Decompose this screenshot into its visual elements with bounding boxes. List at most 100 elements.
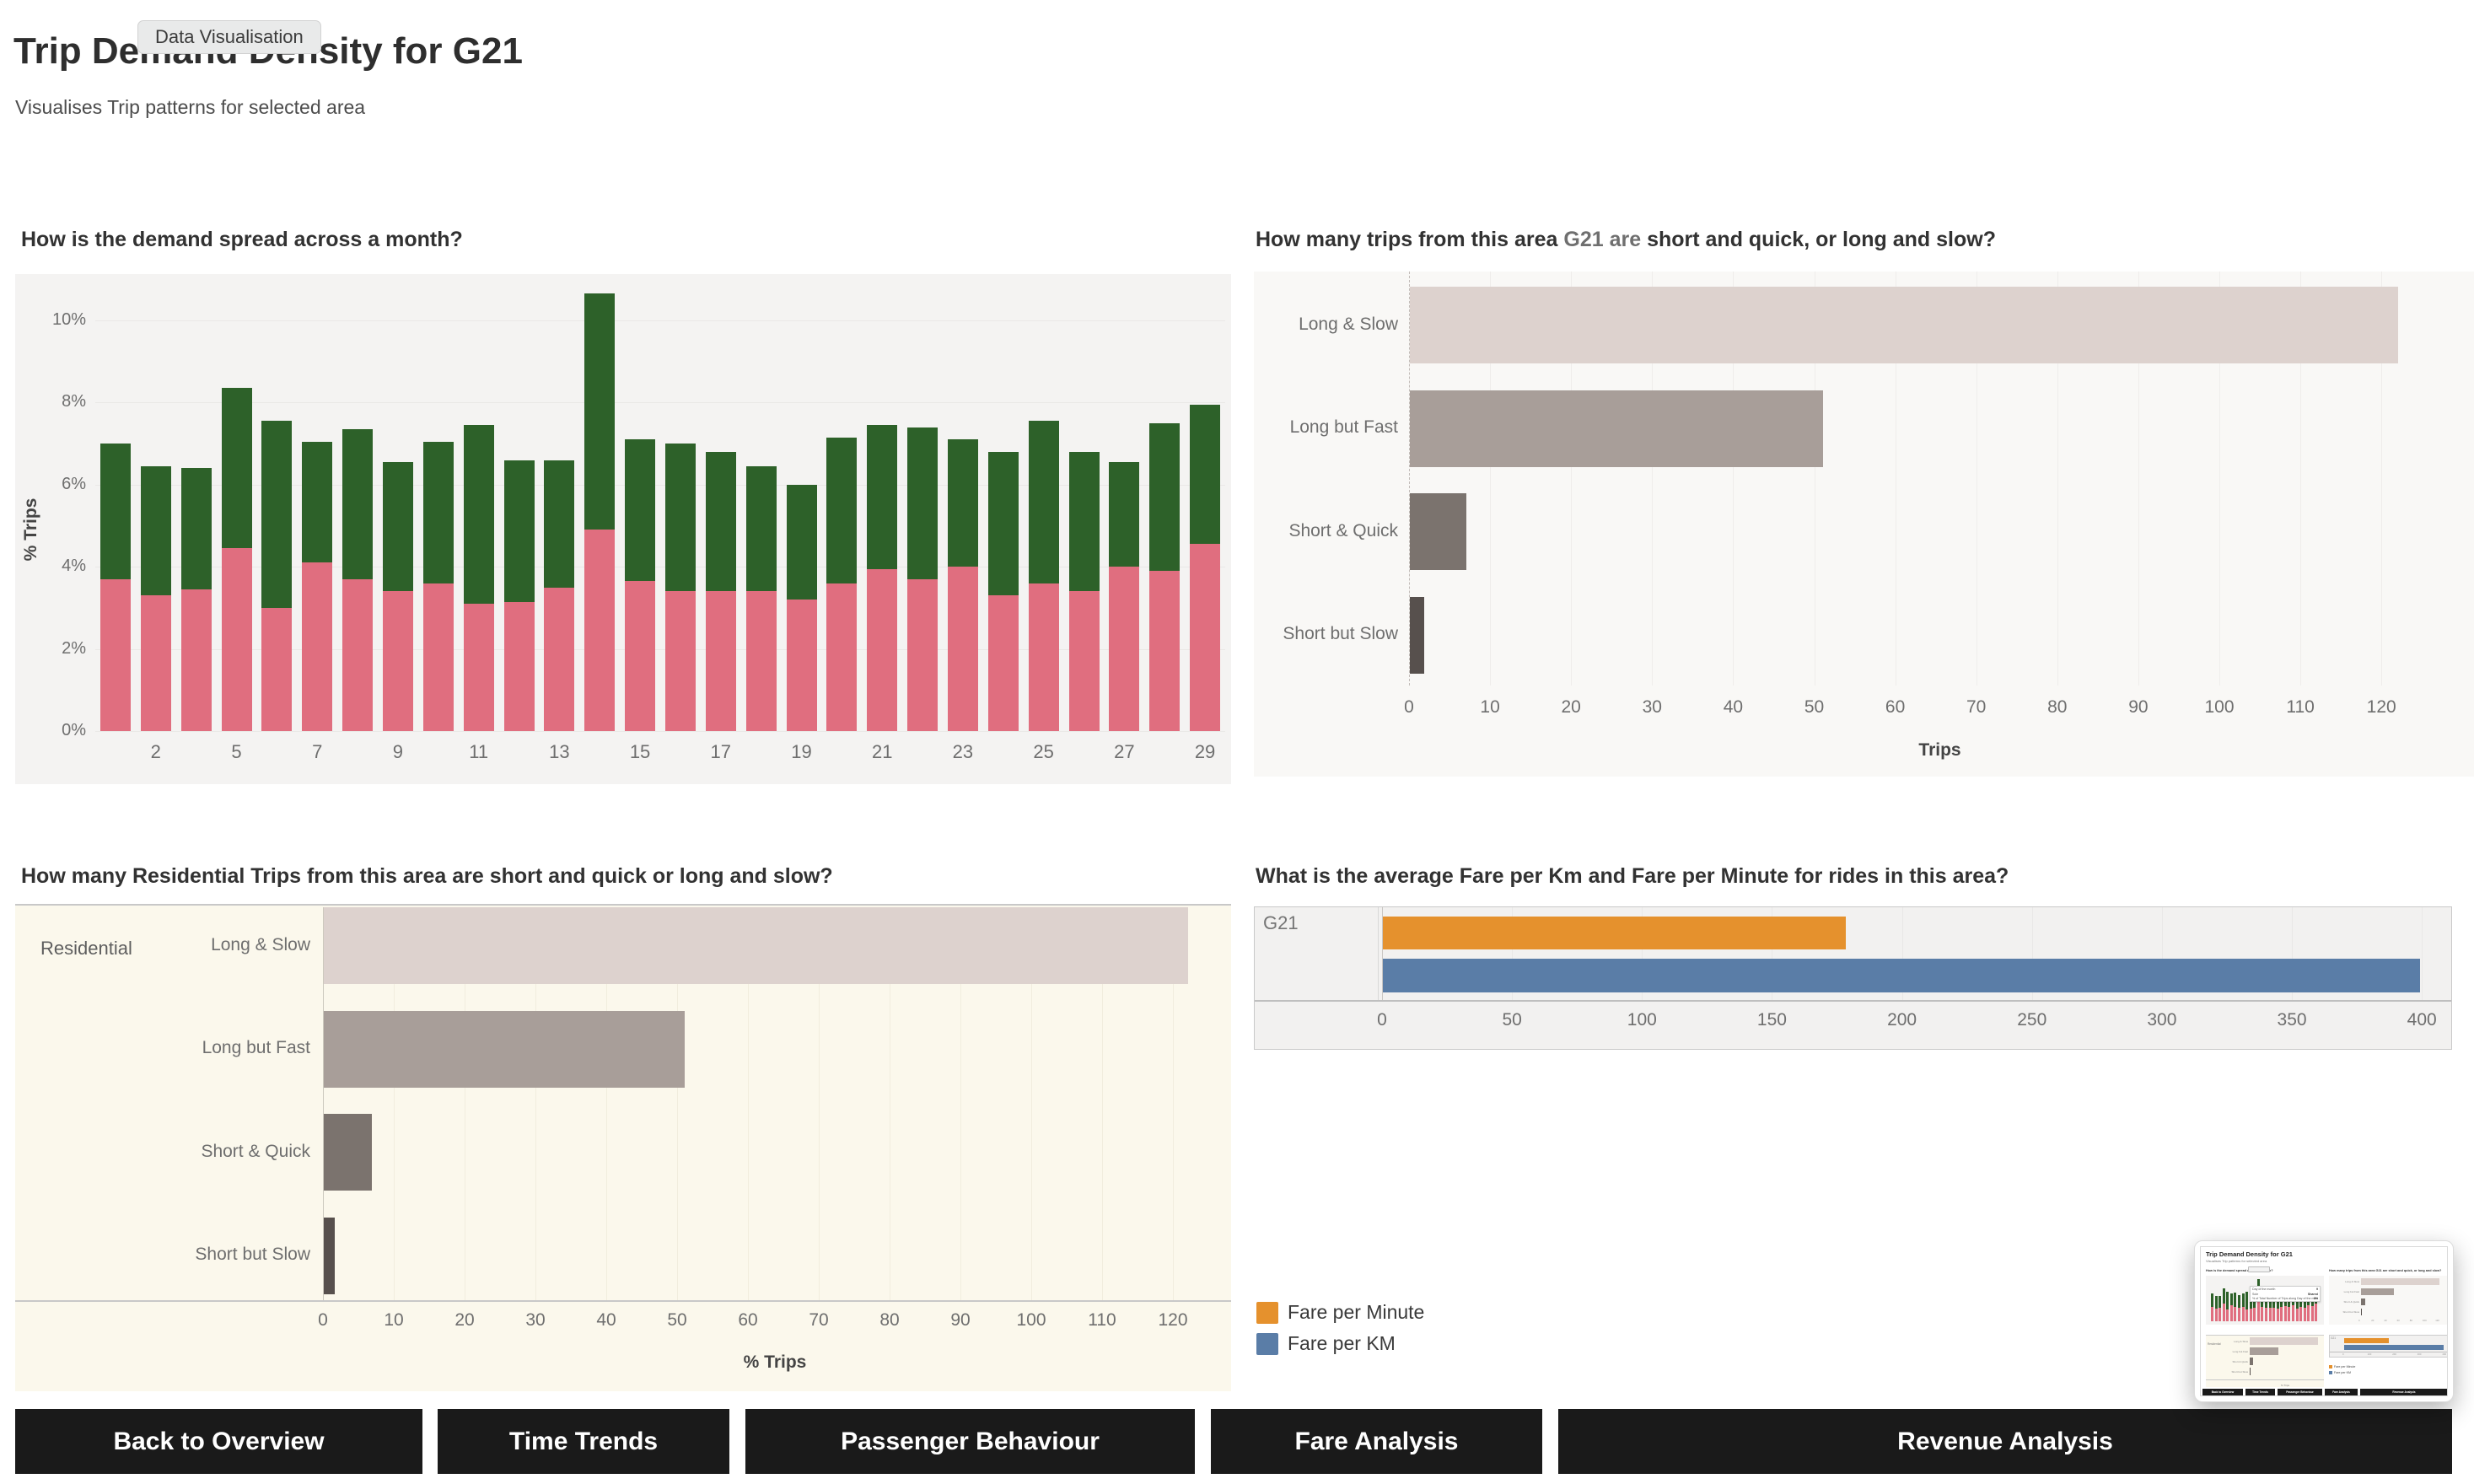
h-bar[interactable]: [324, 1217, 335, 1294]
stacked-bar-pink-segment[interactable]: [140, 595, 171, 731]
gridline: [1733, 272, 1734, 686]
stacked-bar-pink-segment[interactable]: [463, 604, 494, 731]
stacked-bar-green-segment[interactable]: [826, 437, 858, 583]
stacked-bar-pink-segment[interactable]: [1190, 544, 1221, 731]
minimap-bar: [2226, 1291, 2229, 1309]
minimap-bar: [2295, 1308, 2299, 1321]
minimap-category-label: Short & Quick: [2343, 1300, 2359, 1304]
stacked-bar-pink-segment[interactable]: [826, 583, 858, 731]
stacked-bar-green-segment[interactable]: [907, 427, 939, 579]
stacked-bar-green-segment[interactable]: [261, 421, 293, 608]
stacked-bar-green-segment[interactable]: [302, 441, 333, 563]
h-bar[interactable]: [324, 1010, 686, 1088]
stacked-bar-green-segment[interactable]: [987, 451, 1019, 596]
stacked-bar-green-segment[interactable]: [867, 425, 898, 569]
stacked-bar-green-segment[interactable]: [463, 425, 494, 605]
x-tick-label: 23: [952, 741, 974, 762]
x-tick-label: 110: [1088, 1310, 1116, 1330]
stacked-bar-pink-segment[interactable]: [705, 591, 736, 731]
dashboard-minimap[interactable]: Trip Demand Density for G21 Visualises Tr…: [2194, 1240, 2454, 1402]
stacked-bar-green-segment[interactable]: [1109, 462, 1140, 567]
stacked-bar-pink-segment[interactable]: [544, 587, 575, 731]
minimap-bar: [2361, 1288, 2394, 1295]
legend-item-fare-per-minute[interactable]: Fare per Minute: [1256, 1297, 1424, 1328]
stacked-bar-green-segment[interactable]: [544, 460, 575, 588]
stacked-bar-green-segment[interactable]: [180, 468, 212, 589]
stacked-bar-green-segment[interactable]: [664, 444, 696, 592]
stacked-bar-pink-segment[interactable]: [867, 568, 898, 731]
x-tick-label: 80: [879, 1310, 900, 1330]
legend-label: Fare per KM: [1288, 1332, 1396, 1354]
time-trends-button[interactable]: Time Trends: [438, 1409, 729, 1474]
stacked-bar-pink-segment[interactable]: [1068, 591, 1100, 731]
stacked-bar-green-segment[interactable]: [221, 388, 252, 549]
stacked-bar-green-segment[interactable]: [382, 462, 413, 592]
stacked-bar-green-segment[interactable]: [503, 460, 535, 602]
stacked-bar-pink-segment[interactable]: [1028, 583, 1059, 731]
stacked-bar-pink-segment[interactable]: [221, 548, 252, 731]
stacked-bar-pink-segment[interactable]: [786, 600, 817, 731]
stacked-bar-pink-segment[interactable]: [584, 530, 616, 731]
stacked-bar-green-segment[interactable]: [705, 451, 736, 592]
back-to-overview-button[interactable]: Back to Overview: [15, 1409, 422, 1474]
stacked-bar-pink-segment[interactable]: [302, 562, 333, 731]
minimap-bar: [2214, 1308, 2218, 1321]
legend-item-fare-per-km[interactable]: Fare per KM: [1256, 1328, 1424, 1359]
stacked-bar-pink-segment[interactable]: [99, 578, 131, 731]
stacked-bar-green-segment[interactable]: [422, 441, 454, 583]
x-tick-label: 150: [1756, 1010, 1787, 1030]
h-bar[interactable]: [324, 1114, 373, 1191]
stacked-bar-green-segment[interactable]: [1068, 451, 1100, 592]
stacked-bar-green-segment[interactable]: [342, 429, 374, 579]
fare-per-km-bar[interactable]: [1383, 959, 2421, 992]
stacked-bar-pink-segment[interactable]: [1109, 567, 1140, 731]
minimap-tooltip-value: Shared: [2307, 1292, 2318, 1296]
stacked-bar-pink-segment[interactable]: [1149, 571, 1181, 731]
h-bar[interactable]: [324, 907, 1188, 984]
stacked-bar-pink-segment[interactable]: [261, 607, 293, 731]
data-visualisation-tab[interactable]: Data Visualisation: [137, 20, 321, 54]
stacked-bar-green-segment[interactable]: [625, 439, 656, 582]
stacked-bar-pink-segment[interactable]: [947, 567, 978, 731]
stacked-bar-pink-segment[interactable]: [382, 591, 413, 731]
stacked-bar-pink-segment[interactable]: [180, 589, 212, 731]
h-bar[interactable]: [1410, 493, 1467, 570]
minimap-tick: 300: [2417, 1352, 2422, 1356]
stacked-bar-pink-segment[interactable]: [625, 581, 656, 731]
x-tick-label: 350: [2277, 1010, 2307, 1030]
x-tick-label: 90: [950, 1310, 971, 1330]
x-tick-label: 15: [629, 741, 651, 762]
passenger-behaviour-button[interactable]: Passenger Behaviour: [745, 1409, 1195, 1474]
minimap-category-label: Long but Fast: [2343, 1290, 2359, 1293]
stacked-bar-green-segment[interactable]: [584, 293, 616, 530]
stacked-bar-pink-segment[interactable]: [987, 595, 1019, 731]
stacked-bar-pink-segment[interactable]: [907, 578, 939, 731]
fare-per-minute-bar[interactable]: [1383, 917, 1846, 949]
minimap-bar: [2219, 1307, 2222, 1321]
stacked-bar-green-segment[interactable]: [1028, 421, 1059, 583]
h-bar[interactable]: [1410, 390, 1824, 467]
x-tick-label: 80: [2047, 697, 2068, 717]
stacked-bar-green-segment[interactable]: [745, 465, 777, 592]
stacked-bar-green-segment[interactable]: [947, 439, 978, 567]
fare-analysis-button[interactable]: Fare Analysis: [1211, 1409, 1542, 1474]
stacked-bar-pink-segment[interactable]: [745, 591, 777, 731]
stacked-bar-pink-segment[interactable]: [503, 601, 535, 731]
stacked-bar-green-segment[interactable]: [1190, 404, 1221, 545]
minimap-tick: 200: [2392, 1352, 2396, 1356]
minimap-bar: [2222, 1288, 2225, 1304]
stacked-bar-green-segment[interactable]: [99, 444, 131, 579]
stacked-bar-pink-segment[interactable]: [664, 591, 696, 731]
x-tick-label: 10: [384, 1310, 404, 1330]
stacked-bar-pink-segment[interactable]: [422, 583, 454, 731]
stacked-bar-pink-segment[interactable]: [342, 578, 374, 731]
stacked-bar-green-segment[interactable]: [140, 465, 171, 596]
minimap-tooltip: Day of the month 9 Sole Shared% of Total Nu…: [2250, 1286, 2321, 1302]
h-bar[interactable]: [1410, 596, 1425, 674]
minimap-tooltip-label: % of Total Number of Trips along Day of …: [2252, 1297, 2318, 1300]
h-bar[interactable]: [1410, 287, 2399, 363]
stacked-bar-green-segment[interactable]: [786, 484, 817, 600]
revenue-analysis-button[interactable]: Revenue Analysis: [1558, 1409, 2452, 1474]
stacked-bar-green-segment[interactable]: [1149, 422, 1181, 572]
gridline: [2422, 907, 2423, 1000]
